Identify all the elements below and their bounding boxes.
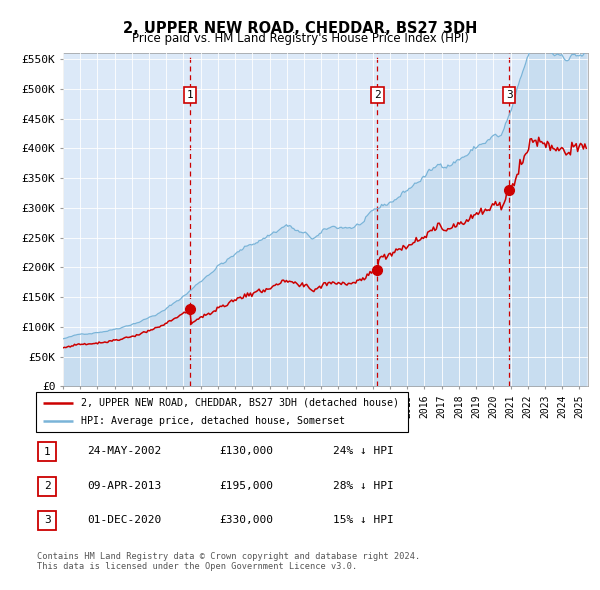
Text: 28% ↓ HPI: 28% ↓ HPI [333, 481, 394, 490]
FancyBboxPatch shape [38, 511, 56, 530]
Text: 24% ↓ HPI: 24% ↓ HPI [333, 447, 394, 456]
Text: HPI: Average price, detached house, Somerset: HPI: Average price, detached house, Some… [80, 416, 344, 426]
Text: £330,000: £330,000 [219, 515, 273, 525]
Text: 3: 3 [506, 90, 512, 100]
Text: 24-MAY-2002: 24-MAY-2002 [87, 447, 161, 456]
FancyBboxPatch shape [38, 477, 56, 496]
Text: 15% ↓ HPI: 15% ↓ HPI [333, 515, 394, 525]
Text: £130,000: £130,000 [219, 447, 273, 456]
FancyBboxPatch shape [38, 442, 56, 461]
Text: 2, UPPER NEW ROAD, CHEDDAR, BS27 3DH: 2, UPPER NEW ROAD, CHEDDAR, BS27 3DH [123, 21, 477, 35]
Text: £195,000: £195,000 [219, 481, 273, 490]
Text: 2, UPPER NEW ROAD, CHEDDAR, BS27 3DH (detached house): 2, UPPER NEW ROAD, CHEDDAR, BS27 3DH (de… [80, 398, 398, 408]
Text: Price paid vs. HM Land Registry's House Price Index (HPI): Price paid vs. HM Land Registry's House … [131, 32, 469, 45]
Text: 3: 3 [44, 516, 50, 525]
Text: 1: 1 [44, 447, 50, 457]
Text: 2: 2 [374, 90, 381, 100]
FancyBboxPatch shape [36, 392, 408, 432]
Text: 1: 1 [187, 90, 194, 100]
Text: 01-DEC-2020: 01-DEC-2020 [87, 515, 161, 525]
Text: 2: 2 [44, 481, 50, 491]
Text: 09-APR-2013: 09-APR-2013 [87, 481, 161, 490]
Text: Contains HM Land Registry data © Crown copyright and database right 2024.
This d: Contains HM Land Registry data © Crown c… [37, 552, 421, 571]
